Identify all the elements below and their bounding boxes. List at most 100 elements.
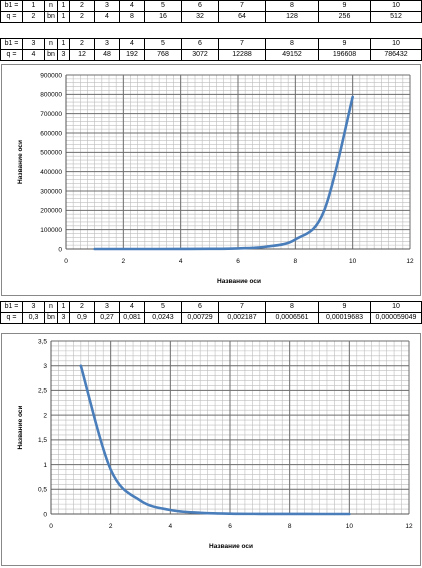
table-cell: bn xyxy=(44,49,58,61)
chart1-x-tick-label: 12 xyxy=(406,258,414,265)
chart2-y-tick-label: 3 xyxy=(43,363,47,370)
table-cell: 2 xyxy=(69,11,95,23)
chart2-x-axis-title: Название оси xyxy=(209,543,253,550)
table-cell: 16 xyxy=(144,11,182,23)
chart1-series-line xyxy=(93,95,354,251)
chart2-x-tick-label: 6 xyxy=(228,523,232,530)
chart2-y-tick-label: 0,5 xyxy=(38,487,47,494)
table-cell: 4 xyxy=(94,11,120,23)
table-cell: 5 xyxy=(144,301,182,313)
table-cell: 5 xyxy=(144,0,182,12)
table-cell: b1 = xyxy=(0,38,23,50)
table-cell: 4 xyxy=(119,0,145,12)
table-cell: 3 xyxy=(94,38,120,50)
chart2-y-tick-label: 2,5 xyxy=(38,388,47,395)
table-cell: n xyxy=(44,38,58,50)
table-cell: 10 xyxy=(370,301,422,313)
table-row: q = 2 bn 1 2 4 8 16 32 64 128 256 512 xyxy=(0,11,422,23)
table-cell: 12288 xyxy=(218,49,266,61)
chart2-x-tick-label: 10 xyxy=(346,523,354,530)
chart1-y-tick-label: 200000 xyxy=(40,208,62,215)
table-cell: 8 xyxy=(265,0,319,12)
table-cell: 786432 xyxy=(370,49,422,61)
table-cell: 8 xyxy=(265,38,319,50)
chart1-x-tick-label: 6 xyxy=(236,258,240,265)
table-cell: 7 xyxy=(218,38,266,50)
chart-1-svg: 0 100000 200000 300000 400000 500000 600000 700… xyxy=(1,64,421,296)
chart2-y-axis-title: Название оси xyxy=(17,406,24,450)
chart1-y-tick-label: 800000 xyxy=(40,92,62,99)
table-cell: 0,0243 xyxy=(144,312,182,324)
chart-2-svg: 0 0,5 1 1,5 2 2,5 3 3,5 0 2 4 6 8 10 12 Название оси Наз… xyxy=(1,333,421,566)
chart1-y-tick-label: 600000 xyxy=(40,130,62,137)
table-cell: 1 xyxy=(57,38,70,50)
table-cell: 0,9 xyxy=(69,312,95,324)
table-cell: 3 xyxy=(22,301,45,313)
table-cell: 10 xyxy=(370,38,422,50)
chart2-series-line xyxy=(79,364,351,516)
table-cell: 192 xyxy=(119,49,145,61)
table-cell: 2 xyxy=(69,38,95,50)
chart2-y-tick-label: 2 xyxy=(43,412,47,419)
table-cell: 0,00729 xyxy=(181,312,219,324)
table-cell: 6 xyxy=(181,301,219,313)
table-cell: 7 xyxy=(218,301,266,313)
table-cell: 0,27 xyxy=(94,312,120,324)
chart1-y-tick-label: 900000 xyxy=(40,72,62,79)
table-cell: q = xyxy=(0,49,23,61)
table-cell: 32 xyxy=(181,11,219,23)
chart1-y-tick-label: 0 xyxy=(58,246,62,253)
chart1-x-axis-title: Название оси xyxy=(217,278,261,285)
table-cell: 6 xyxy=(181,38,219,50)
table-cell: n xyxy=(44,0,58,12)
table-cell: 9 xyxy=(318,38,371,50)
table-cell: q = xyxy=(0,312,23,324)
chart1-x-tick-label: 2 xyxy=(122,258,126,265)
chart1-y-tick-label: 400000 xyxy=(40,169,62,176)
table-cell: 256 xyxy=(318,11,371,23)
chart1-y-tick-label: 100000 xyxy=(40,227,62,234)
chart2-x-tick-label: 0 xyxy=(49,523,53,530)
chart2-x-tick-label: 8 xyxy=(288,523,292,530)
table-cell: 3 xyxy=(94,301,120,313)
table-cell: 512 xyxy=(370,11,422,23)
chart2-y-tick-label: 1 xyxy=(43,462,47,469)
table-cell: b1 = xyxy=(0,301,23,313)
chart1-y-tick-label: 700000 xyxy=(40,111,62,118)
table-cell: 1 xyxy=(57,11,70,23)
table-cell: n xyxy=(44,301,58,313)
table-cell: 0,0006561 xyxy=(265,312,319,324)
table-row: b1 = 3 n 1 2 3 4 5 6 7 8 9 10 xyxy=(0,38,422,50)
table-cell: 0,002187 xyxy=(218,312,266,324)
table-cell: bn xyxy=(44,11,58,23)
table-row: q = 0,3 bn 3 0,9 0,27 0,081 0,0243 0,00729 0,0021… xyxy=(0,312,422,324)
table-cell: 1 xyxy=(22,0,45,12)
table-row: b1 = 3 n 1 2 3 4 5 6 7 8 9 10 xyxy=(0,301,422,313)
table-cell: 3 xyxy=(22,38,45,50)
chart1-x-tick-label: 0 xyxy=(64,258,68,265)
table-cell: 3072 xyxy=(181,49,219,61)
chart2-x-tick-label: 12 xyxy=(405,523,413,530)
chart1-y-tick-label: 500000 xyxy=(40,150,62,157)
table-cell: 3 xyxy=(94,0,120,12)
table-cell: 12 xyxy=(69,49,95,61)
table-cell: 4 xyxy=(119,301,145,313)
sequence-table-3: b1 = 3 n 1 2 3 4 5 6 7 8 9 10 q = 0,3 bn 3 0,9 0,27 0,081 0,… xyxy=(0,301,422,324)
table-cell: 1 xyxy=(57,0,70,12)
table-cell: 8 xyxy=(265,301,319,313)
table-cell: 7 xyxy=(218,0,266,12)
table-cell: 128 xyxy=(265,11,319,23)
chart1-y-tick-label: 300000 xyxy=(40,188,62,195)
table-cell: 4 xyxy=(119,38,145,50)
chart1-x-tick-label: 8 xyxy=(294,258,298,265)
chart1-y-axis-title: Название оси xyxy=(17,140,24,184)
table-cell: 9 xyxy=(318,0,371,12)
table-cell: 3 xyxy=(57,49,70,61)
chart2-x-tick-label: 4 xyxy=(169,523,173,530)
table-cell: 4 xyxy=(22,49,45,61)
table-cell: 6 xyxy=(181,0,219,12)
chart-2: 0 0,5 1 1,5 2 2,5 3 3,5 0 2 4 6 8 10 12 Название оси Наз… xyxy=(0,333,422,566)
table-cell: 49152 xyxy=(265,49,319,61)
table-cell: 2 xyxy=(69,301,95,313)
table-cell: 768 xyxy=(144,49,182,61)
